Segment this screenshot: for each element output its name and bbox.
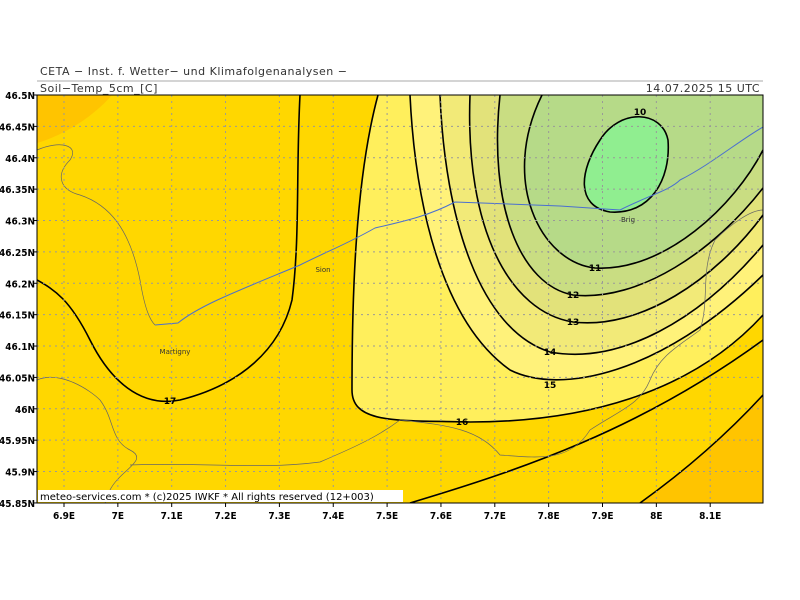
contour-label: 14 <box>544 348 557 358</box>
footer: meteo-services.com * (c)2025 IWKF * All … <box>40 492 374 503</box>
graticule <box>37 95 763 503</box>
lon-label: 7.4E <box>322 511 344 522</box>
lat-label: 46N <box>15 405 35 416</box>
warm-area <box>640 395 763 503</box>
lat-label: 46.15N <box>0 311 35 322</box>
isoline <box>523 95 763 269</box>
lon-label: 7.3E <box>268 511 290 522</box>
lon-label: 7.6E <box>430 511 452 522</box>
place: Brig <box>621 216 635 224</box>
lon-label: 8E <box>650 511 662 522</box>
warm-area <box>37 95 112 143</box>
isolines <box>37 95 763 503</box>
contour-label: 10 <box>634 108 647 118</box>
lat-label: 46.1N <box>5 342 35 353</box>
lat-label: 46.05N <box>0 373 35 384</box>
contour-label: 12 <box>567 291 580 301</box>
lon-label: 7.5E <box>376 511 398 522</box>
lon-label: 7.8E <box>538 511 560 522</box>
lat-label: 46.5N <box>5 91 35 102</box>
lon-label: 7E <box>112 511 124 522</box>
isoline <box>583 116 670 213</box>
lon-label: 7.9E <box>591 511 613 522</box>
isoline <box>496 95 763 297</box>
lon-label: 7.1E <box>161 511 183 522</box>
lat-label: 46.2N <box>5 279 35 290</box>
isoline <box>351 95 763 423</box>
lat-label: 46.3N <box>5 217 35 228</box>
lat-label: 45.9N <box>5 468 35 479</box>
footer-box <box>38 490 403 502</box>
lon-label: 7.7E <box>484 511 506 522</box>
contour-label: 11 <box>589 264 602 274</box>
lon-label: 7.2E <box>215 511 237 522</box>
lat-label: 45.95N <box>0 436 35 447</box>
lat-label: 46.25N <box>0 248 35 259</box>
isoline <box>409 95 763 381</box>
contour-label: 13 <box>567 318 580 328</box>
lon-label: 6.9E <box>53 511 75 522</box>
border <box>37 144 763 503</box>
contour-label: 17 <box>164 397 177 407</box>
isoline <box>639 394 763 503</box>
contour-label: 16 <box>456 418 469 428</box>
place: Sion <box>315 266 330 274</box>
institute: CETA − Inst. f. Wetter− und Klimafolgena… <box>40 65 347 78</box>
band-10 <box>584 116 669 213</box>
frame <box>36 94 764 504</box>
parameter: Soil−Temp_5cm_[C] <box>40 82 158 95</box>
isoline <box>409 339 763 503</box>
lat-label: 46.45N <box>0 122 35 133</box>
lon-label: 8.1E <box>699 511 721 522</box>
lat-label: 46.4N <box>5 154 35 165</box>
lat-label: 46.35N <box>0 185 35 196</box>
isoline <box>468 95 763 324</box>
isoline <box>37 95 301 403</box>
place: Martigny <box>160 348 191 356</box>
lat-label: 45.85N <box>0 499 35 510</box>
field <box>37 95 763 503</box>
valid-time: 14.07.2025 15 UTC <box>646 82 760 95</box>
contour-label: 15 <box>544 381 557 391</box>
